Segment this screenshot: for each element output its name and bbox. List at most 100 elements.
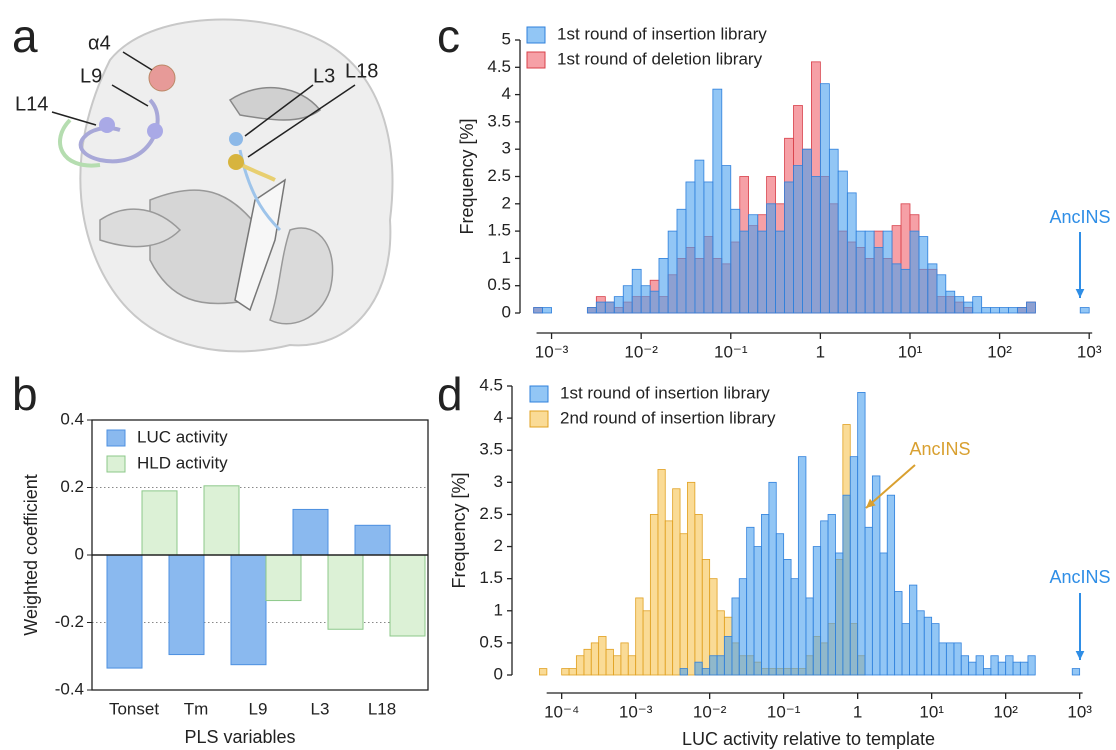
histogram-bar [798, 457, 806, 675]
histogram-bar [576, 656, 584, 675]
y-tick-label: 1.5 [479, 568, 503, 587]
structure-label: L14 [15, 93, 48, 115]
histogram-bar [569, 669, 576, 675]
histogram-bar [793, 166, 802, 313]
bar [390, 555, 425, 636]
panel-label: c [437, 10, 460, 62]
histogram-bar [961, 656, 968, 675]
histogram-bar [887, 495, 894, 675]
x-tick-label: L3 [311, 699, 330, 718]
histogram-bar [998, 662, 1005, 675]
histogram-bar [747, 527, 754, 675]
bar [355, 525, 390, 555]
x-tick-label: 10⁻⁴ [544, 702, 579, 721]
histogram-bar [621, 643, 628, 675]
y-tick-label: 0.4 [60, 409, 84, 428]
bar [328, 555, 363, 629]
histogram-bar [695, 160, 704, 313]
x-tick-label: 10¹ [898, 342, 923, 361]
annotation: AncINS [1049, 207, 1110, 227]
x-tick-label: L9 [249, 699, 268, 718]
y-tick-label: 1 [502, 248, 511, 267]
x-tick-label: 10² [993, 702, 1018, 721]
histogram-bar [1080, 308, 1089, 313]
histogram-bar [964, 302, 973, 313]
histogram-bar [677, 209, 686, 313]
histogram-bar [562, 669, 569, 675]
histogram-bar [829, 149, 838, 313]
histogram-bar [636, 598, 643, 675]
histogram-bar [982, 308, 991, 313]
x-tick-label: L18 [368, 699, 396, 718]
y-tick-label: 2 [502, 193, 511, 212]
histogram-bar [939, 643, 946, 675]
protein-structure [52, 20, 392, 352]
histogram-bar [599, 636, 606, 675]
histogram-bar [874, 247, 883, 313]
y-tick-label: 3.5 [479, 440, 503, 459]
y-tick-label: 0.5 [487, 275, 511, 294]
y-tick-label: 4 [502, 84, 511, 103]
histogram-bar [909, 585, 916, 675]
histogram-bar [680, 669, 687, 675]
histogram-bar [643, 611, 650, 675]
x-axis-title: PLS variables [184, 727, 295, 747]
histogram-bar [534, 308, 543, 313]
annotation: AncINS [1049, 567, 1110, 587]
histogram-bar [902, 624, 909, 675]
histogram-bar [1013, 662, 1020, 675]
y-tick-label: -0.2 [55, 612, 84, 631]
histogram-bar [946, 643, 954, 675]
legend-label: LUC activity [137, 427, 228, 446]
x-tick-label: 10³ [1077, 342, 1102, 361]
x-axis-title: LUC activity relative to template [682, 729, 935, 749]
histogram-bar [917, 611, 924, 675]
histogram-bar [924, 617, 931, 675]
histogram-bar [835, 553, 842, 675]
y-tick-label: -0.4 [55, 679, 84, 698]
panel-label: a [12, 10, 38, 62]
histogram-bar [761, 514, 768, 675]
histogram-bar [754, 547, 761, 675]
legend-swatch [107, 456, 125, 472]
x-tick-label: 10⁻¹ [714, 342, 748, 361]
legend-swatch [530, 411, 548, 427]
x-tick-label: Tonset [109, 699, 159, 718]
histogram-bar [650, 514, 658, 675]
histogram-bar [784, 559, 791, 675]
x-tick-label: 10⁻³ [535, 342, 569, 361]
histogram-bar [587, 308, 596, 313]
structure-label: L3 [313, 65, 335, 87]
histogram-bar [687, 482, 694, 675]
histogram-bar [695, 514, 702, 675]
histogram-bar [946, 291, 955, 313]
histogram-bar [858, 392, 865, 675]
y-tick-label: 1 [494, 600, 503, 619]
legend-swatch [107, 430, 125, 446]
bar [107, 555, 142, 668]
x-tick-label: 10⁻³ [619, 702, 653, 721]
histogram-bar [802, 149, 811, 313]
histogram-bar [591, 643, 598, 675]
structure-label: α4 [88, 32, 111, 54]
histogram-bar [919, 237, 928, 313]
histogram-bar [758, 231, 767, 313]
histogram-bar [892, 264, 901, 313]
y-tick-label: 3.5 [487, 111, 511, 130]
histogram-bar [606, 649, 613, 675]
histogram-bar [973, 297, 982, 313]
histogram-bar [665, 521, 672, 675]
histogram-bar [614, 297, 623, 313]
y-axis-title: Weighted coefficient [21, 474, 41, 635]
histogram-bar [969, 662, 976, 675]
histogram-bar [983, 669, 990, 675]
y-tick-label: 3 [494, 472, 503, 491]
histogram-bar [724, 636, 732, 675]
y-tick-label: 0.2 [60, 477, 84, 496]
bar [204, 486, 239, 555]
y-tick-label: 1.5 [487, 221, 511, 240]
histogram-bar [740, 231, 749, 313]
x-tick-label: 10⁻² [624, 342, 658, 361]
histogram-bar [1020, 662, 1028, 675]
histogram-bar [749, 215, 758, 313]
